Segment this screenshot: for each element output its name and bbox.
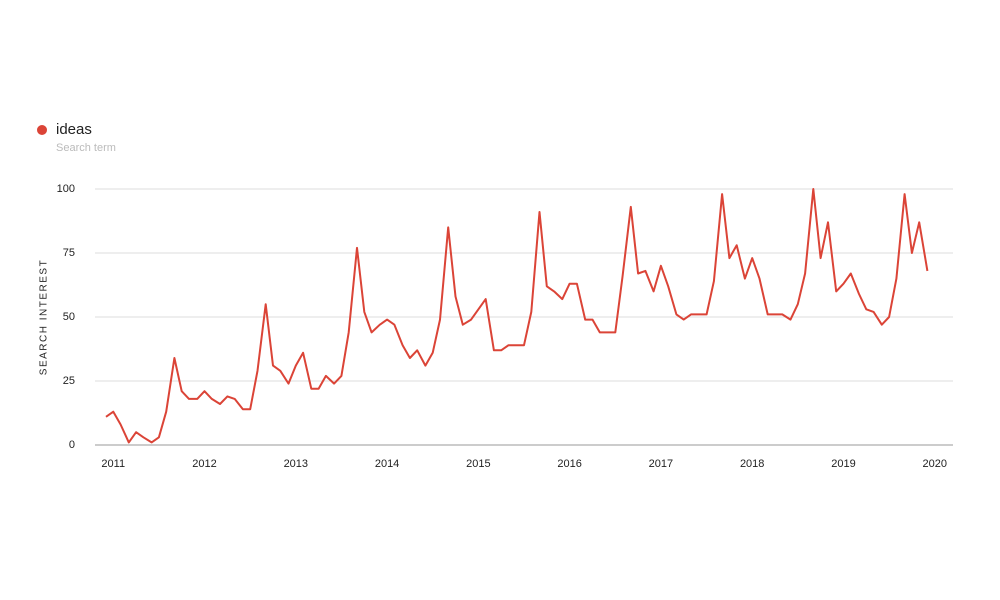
x-tick-label: 2016 — [557, 458, 581, 470]
x-tick-label: 2014 — [375, 458, 399, 470]
x-tick-label: 2019 — [831, 458, 855, 470]
line-series — [105, 188, 929, 444]
y-tick-label: 25 — [63, 375, 75, 387]
y-axis-label: SEARCH INTEREST — [39, 259, 50, 375]
x-tick-label: 2015 — [466, 458, 490, 470]
legend-subtitle: Search term — [56, 142, 116, 154]
x-tick-label: 2011 — [101, 458, 125, 470]
x-tick-label: 2020 — [923, 458, 947, 470]
y-tick-label: 100 — [57, 183, 75, 195]
legend-label: ideas — [56, 121, 92, 138]
y-tick-label: 0 — [69, 439, 75, 451]
x-tick-label: 2018 — [740, 458, 764, 470]
legend-marker — [37, 125, 47, 135]
y-tick-label: 75 — [63, 247, 75, 259]
x-tick-label: 2013 — [284, 458, 308, 470]
x-tick-label: 2012 — [192, 458, 216, 470]
y-tick-label: 50 — [63, 311, 75, 323]
x-tick-label: 2017 — [649, 458, 673, 470]
